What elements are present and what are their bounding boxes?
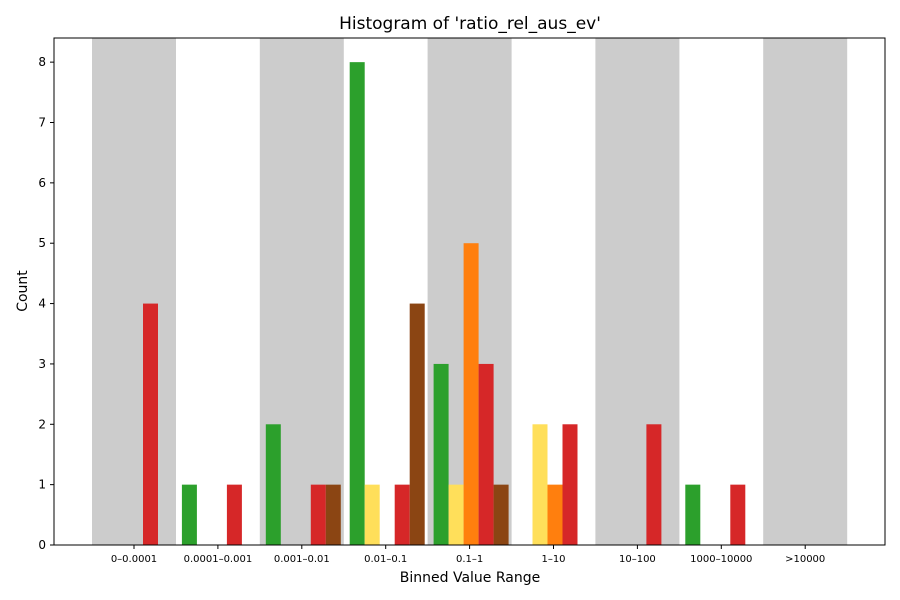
bar-2-4 [325,484,341,545]
x-tick-label: 0.001–0.01 [274,554,330,565]
bar-6-3 [646,424,662,545]
y-tick-label: 7 [38,116,46,130]
bar-3-1 [364,484,380,545]
bar-5-1 [532,424,548,545]
bar-4-4 [493,484,509,545]
y-tick-label: 5 [38,236,46,250]
y-axis-label: Count [15,270,31,312]
bar-1-0 [181,484,197,545]
bar-4-1 [448,484,464,545]
y-tick-label: 0 [38,538,46,552]
y-tick-label: 8 [38,55,46,69]
bar-3-4 [409,303,425,545]
x-tick-label: 0–0.0001 [111,554,157,565]
shaded-bands [92,38,848,545]
band-6 [595,38,680,545]
x-tick-label: 0.0001–0.001 [184,554,253,565]
bar-1-3 [226,484,242,545]
y-tick-label: 2 [38,417,46,431]
band-8 [763,38,848,545]
bar-5-3 [562,424,578,545]
bar-2-0 [265,424,281,545]
bar-4-2 [463,243,479,545]
x-tick-label: 1000–10000 [690,554,752,565]
x-tick-label: 0.01–0.1 [364,554,407,565]
x-axis-label: Binned Value Range [400,570,540,586]
y-tick-label: 3 [38,357,46,371]
bar-4-3 [478,363,494,545]
bar-3-3 [394,484,410,545]
chart-title: Histogram of 'ratio_rel_aus_ev' [339,14,601,34]
bar-4-0 [433,363,449,545]
bar-0-3 [143,303,158,545]
x-tick-label: 1–10 [541,554,565,565]
bar-7-3 [730,484,746,545]
x-tick-label: 0.1–1 [456,554,483,565]
x-axis: 0–0.0001 0.0001–0.001 0.001–0.01 0.01–0.1 0.… [111,545,825,565]
x-tick-label: >10000 [785,554,825,565]
band-0 [92,38,176,545]
bar-2-3 [310,484,326,545]
bar-3-0 [349,62,365,546]
y-axis: 0 1 2 3 4 5 6 7 8 [38,55,54,552]
y-tick-label: 6 [38,176,46,190]
bar-7-0 [685,484,701,545]
bar-5-2 [547,484,563,545]
x-tick-label: 10–100 [619,554,656,565]
y-tick-label: 4 [38,297,46,311]
bars [143,62,746,546]
y-tick-label: 1 [38,478,46,492]
